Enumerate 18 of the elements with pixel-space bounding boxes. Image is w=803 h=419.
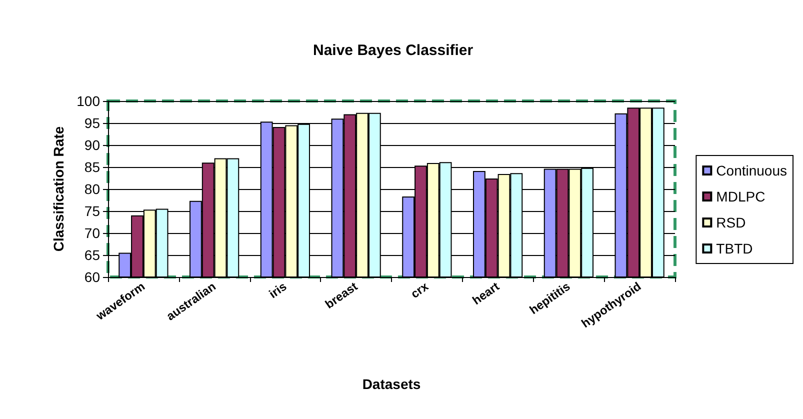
- y-tick-label: 95: [84, 115, 100, 131]
- y-tick-label: 90: [84, 137, 100, 153]
- y-tick-label: 80: [84, 181, 100, 197]
- y-axis-title: Classification Rate: [50, 126, 67, 252]
- chart-title: Naive Bayes Classifier: [313, 42, 474, 59]
- legend-label: RSD: [716, 214, 746, 230]
- y-tick-label: 75: [84, 203, 100, 219]
- y-tick-label: 100: [76, 93, 100, 109]
- legend-label: Continuous: [716, 162, 787, 178]
- legend-label: TBTD: [716, 240, 753, 256]
- y-tick-label: 85: [84, 159, 100, 175]
- x-axis-title: Datasets: [362, 376, 421, 392]
- y-tick-label: 65: [84, 247, 100, 263]
- x-tick-label: iris: [266, 279, 290, 302]
- legend-label: MDLPC: [716, 188, 766, 204]
- x-tick-label: crx: [408, 279, 432, 302]
- y-tick-label: 70: [84, 225, 100, 241]
- y-tick-label: 60: [84, 269, 100, 285]
